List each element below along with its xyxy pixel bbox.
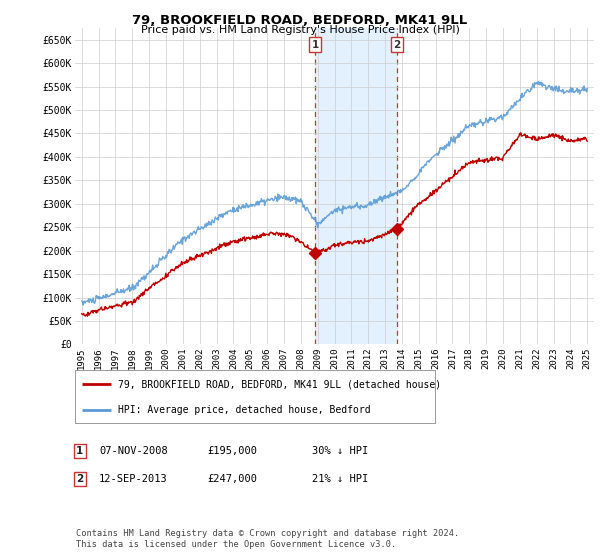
Text: £195,000: £195,000 — [207, 446, 257, 456]
Text: 1: 1 — [311, 40, 319, 50]
Text: Price paid vs. HM Land Registry's House Price Index (HPI): Price paid vs. HM Land Registry's House … — [140, 25, 460, 35]
Text: 2: 2 — [76, 474, 83, 484]
Text: Contains HM Land Registry data © Crown copyright and database right 2024.
This d: Contains HM Land Registry data © Crown c… — [76, 529, 460, 549]
Text: 79, BROOKFIELD ROAD, BEDFORD, MK41 9LL: 79, BROOKFIELD ROAD, BEDFORD, MK41 9LL — [133, 14, 467, 27]
Text: 07-NOV-2008: 07-NOV-2008 — [99, 446, 168, 456]
Text: HPI: Average price, detached house, Bedford: HPI: Average price, detached house, Bedf… — [118, 405, 371, 415]
Text: 12-SEP-2013: 12-SEP-2013 — [99, 474, 168, 484]
Text: £247,000: £247,000 — [207, 474, 257, 484]
Text: 79, BROOKFIELD ROAD, BEDFORD, MK41 9LL (detached house): 79, BROOKFIELD ROAD, BEDFORD, MK41 9LL (… — [118, 380, 442, 390]
Bar — [315, 28, 397, 344]
Text: 2: 2 — [393, 40, 400, 50]
Text: 21% ↓ HPI: 21% ↓ HPI — [312, 474, 368, 484]
Text: 1: 1 — [76, 446, 83, 456]
Text: 30% ↓ HPI: 30% ↓ HPI — [312, 446, 368, 456]
